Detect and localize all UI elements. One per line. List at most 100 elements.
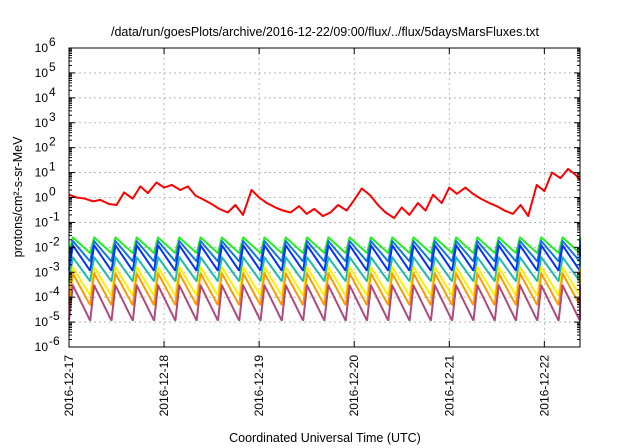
y-tick-label: 10 xyxy=(35,91,49,105)
data-point xyxy=(543,190,545,192)
y-tick-label: 10 xyxy=(35,141,49,155)
data-point xyxy=(139,185,141,187)
data-point xyxy=(250,189,253,191)
data-point xyxy=(227,211,229,214)
data-point xyxy=(346,209,348,212)
data-point xyxy=(171,184,173,186)
y-tick-label: 10 xyxy=(35,215,49,229)
data-point xyxy=(480,198,482,200)
series-line xyxy=(68,284,581,322)
data-point xyxy=(313,208,315,210)
data-point xyxy=(472,193,474,195)
data-point xyxy=(377,204,379,206)
y-tick-exponent: -3 xyxy=(49,259,60,273)
data-point xyxy=(258,196,260,199)
data-point xyxy=(384,211,387,214)
data-point xyxy=(329,211,332,214)
data-point xyxy=(99,199,101,201)
data-point xyxy=(369,194,371,197)
data-point xyxy=(408,214,410,216)
data-point xyxy=(432,194,434,196)
y-tick-exponent: 0 xyxy=(49,185,56,199)
data-point xyxy=(519,204,522,206)
data-point xyxy=(218,208,220,210)
data-point xyxy=(266,202,268,204)
y-tick-label: 10 xyxy=(35,315,49,329)
y-tick-exponent: 2 xyxy=(49,135,56,149)
series-line xyxy=(68,244,581,272)
y-tick-label: 10 xyxy=(35,290,49,304)
series-line xyxy=(68,239,581,263)
series-line xyxy=(68,272,581,306)
data-point xyxy=(448,186,450,189)
x-tick-label: 2016-12-22 xyxy=(537,355,551,417)
y-tick-exponent: 6 xyxy=(49,35,56,49)
data-point xyxy=(512,213,514,215)
y-tick-label: 10 xyxy=(35,41,49,55)
data-point xyxy=(393,217,395,219)
data-point xyxy=(203,199,205,201)
data-point xyxy=(274,206,276,209)
series-line xyxy=(68,167,581,220)
data-point xyxy=(353,199,355,201)
y-tick-exponent: 5 xyxy=(49,60,56,74)
data-point xyxy=(84,198,86,200)
y-tick-exponent: -5 xyxy=(49,309,60,323)
data-point xyxy=(108,203,110,205)
y-tick-exponent: -1 xyxy=(49,209,60,223)
x-tick-label: 2016-12-18 xyxy=(157,355,171,417)
x-tick-label: 2016-12-17 xyxy=(62,355,76,417)
data-point xyxy=(503,209,506,212)
y-tick-label: 10 xyxy=(35,191,49,205)
data-point xyxy=(575,174,577,176)
data-point xyxy=(417,202,419,204)
data-point xyxy=(298,205,300,207)
data-point xyxy=(211,203,213,205)
data-point xyxy=(559,177,562,179)
data-point xyxy=(306,213,308,215)
data-point xyxy=(322,215,324,217)
y-tick-label: 10 xyxy=(35,240,49,254)
x-tick-label: 2016-12-19 xyxy=(252,355,266,417)
series-group xyxy=(68,167,581,322)
data-point xyxy=(441,202,443,204)
y-tick-label: 10 xyxy=(35,116,49,130)
data-point xyxy=(496,205,498,207)
series-line xyxy=(68,266,581,297)
data-point xyxy=(132,198,134,200)
y-axis-label: protons/cm²-s-sr-MeV xyxy=(11,136,25,258)
data-point xyxy=(456,193,458,195)
y-tick-exponent: 4 xyxy=(49,85,56,99)
x-tick-label: 2016-12-21 xyxy=(442,355,456,417)
data-point xyxy=(155,181,158,184)
data-point xyxy=(187,185,189,187)
y-tick-label: 10 xyxy=(35,265,49,279)
data-point xyxy=(147,192,149,194)
axis-ticks: 10 -610 -510 -410 -310 -210 -110 010 110 210 310 41… xyxy=(35,35,580,416)
data-point xyxy=(194,194,197,197)
data-point xyxy=(115,204,118,206)
data-point xyxy=(179,189,181,191)
x-axis-label: Coordinated Universal Time (UTC) xyxy=(229,431,421,445)
data-point xyxy=(464,186,467,189)
y-tick-exponent: 3 xyxy=(49,110,56,124)
data-point xyxy=(76,196,78,199)
data-point xyxy=(289,211,292,214)
series-line xyxy=(68,256,581,282)
y-tick-exponent: 1 xyxy=(49,160,56,174)
y-tick-exponent: -4 xyxy=(49,284,60,298)
data-point xyxy=(337,204,339,206)
series-line xyxy=(68,236,581,254)
x-tick-label: 2016-12-20 xyxy=(347,355,361,417)
data-point xyxy=(527,215,529,217)
y-tick-exponent: -6 xyxy=(49,334,60,348)
data-point xyxy=(92,200,94,202)
y-tick-label: 10 xyxy=(35,340,49,354)
data-point xyxy=(242,214,244,216)
data-point xyxy=(282,209,284,212)
data-point xyxy=(424,209,427,212)
data-point xyxy=(488,202,490,204)
y-tick-label: 10 xyxy=(35,166,49,180)
y-tick-exponent: -2 xyxy=(49,234,60,248)
